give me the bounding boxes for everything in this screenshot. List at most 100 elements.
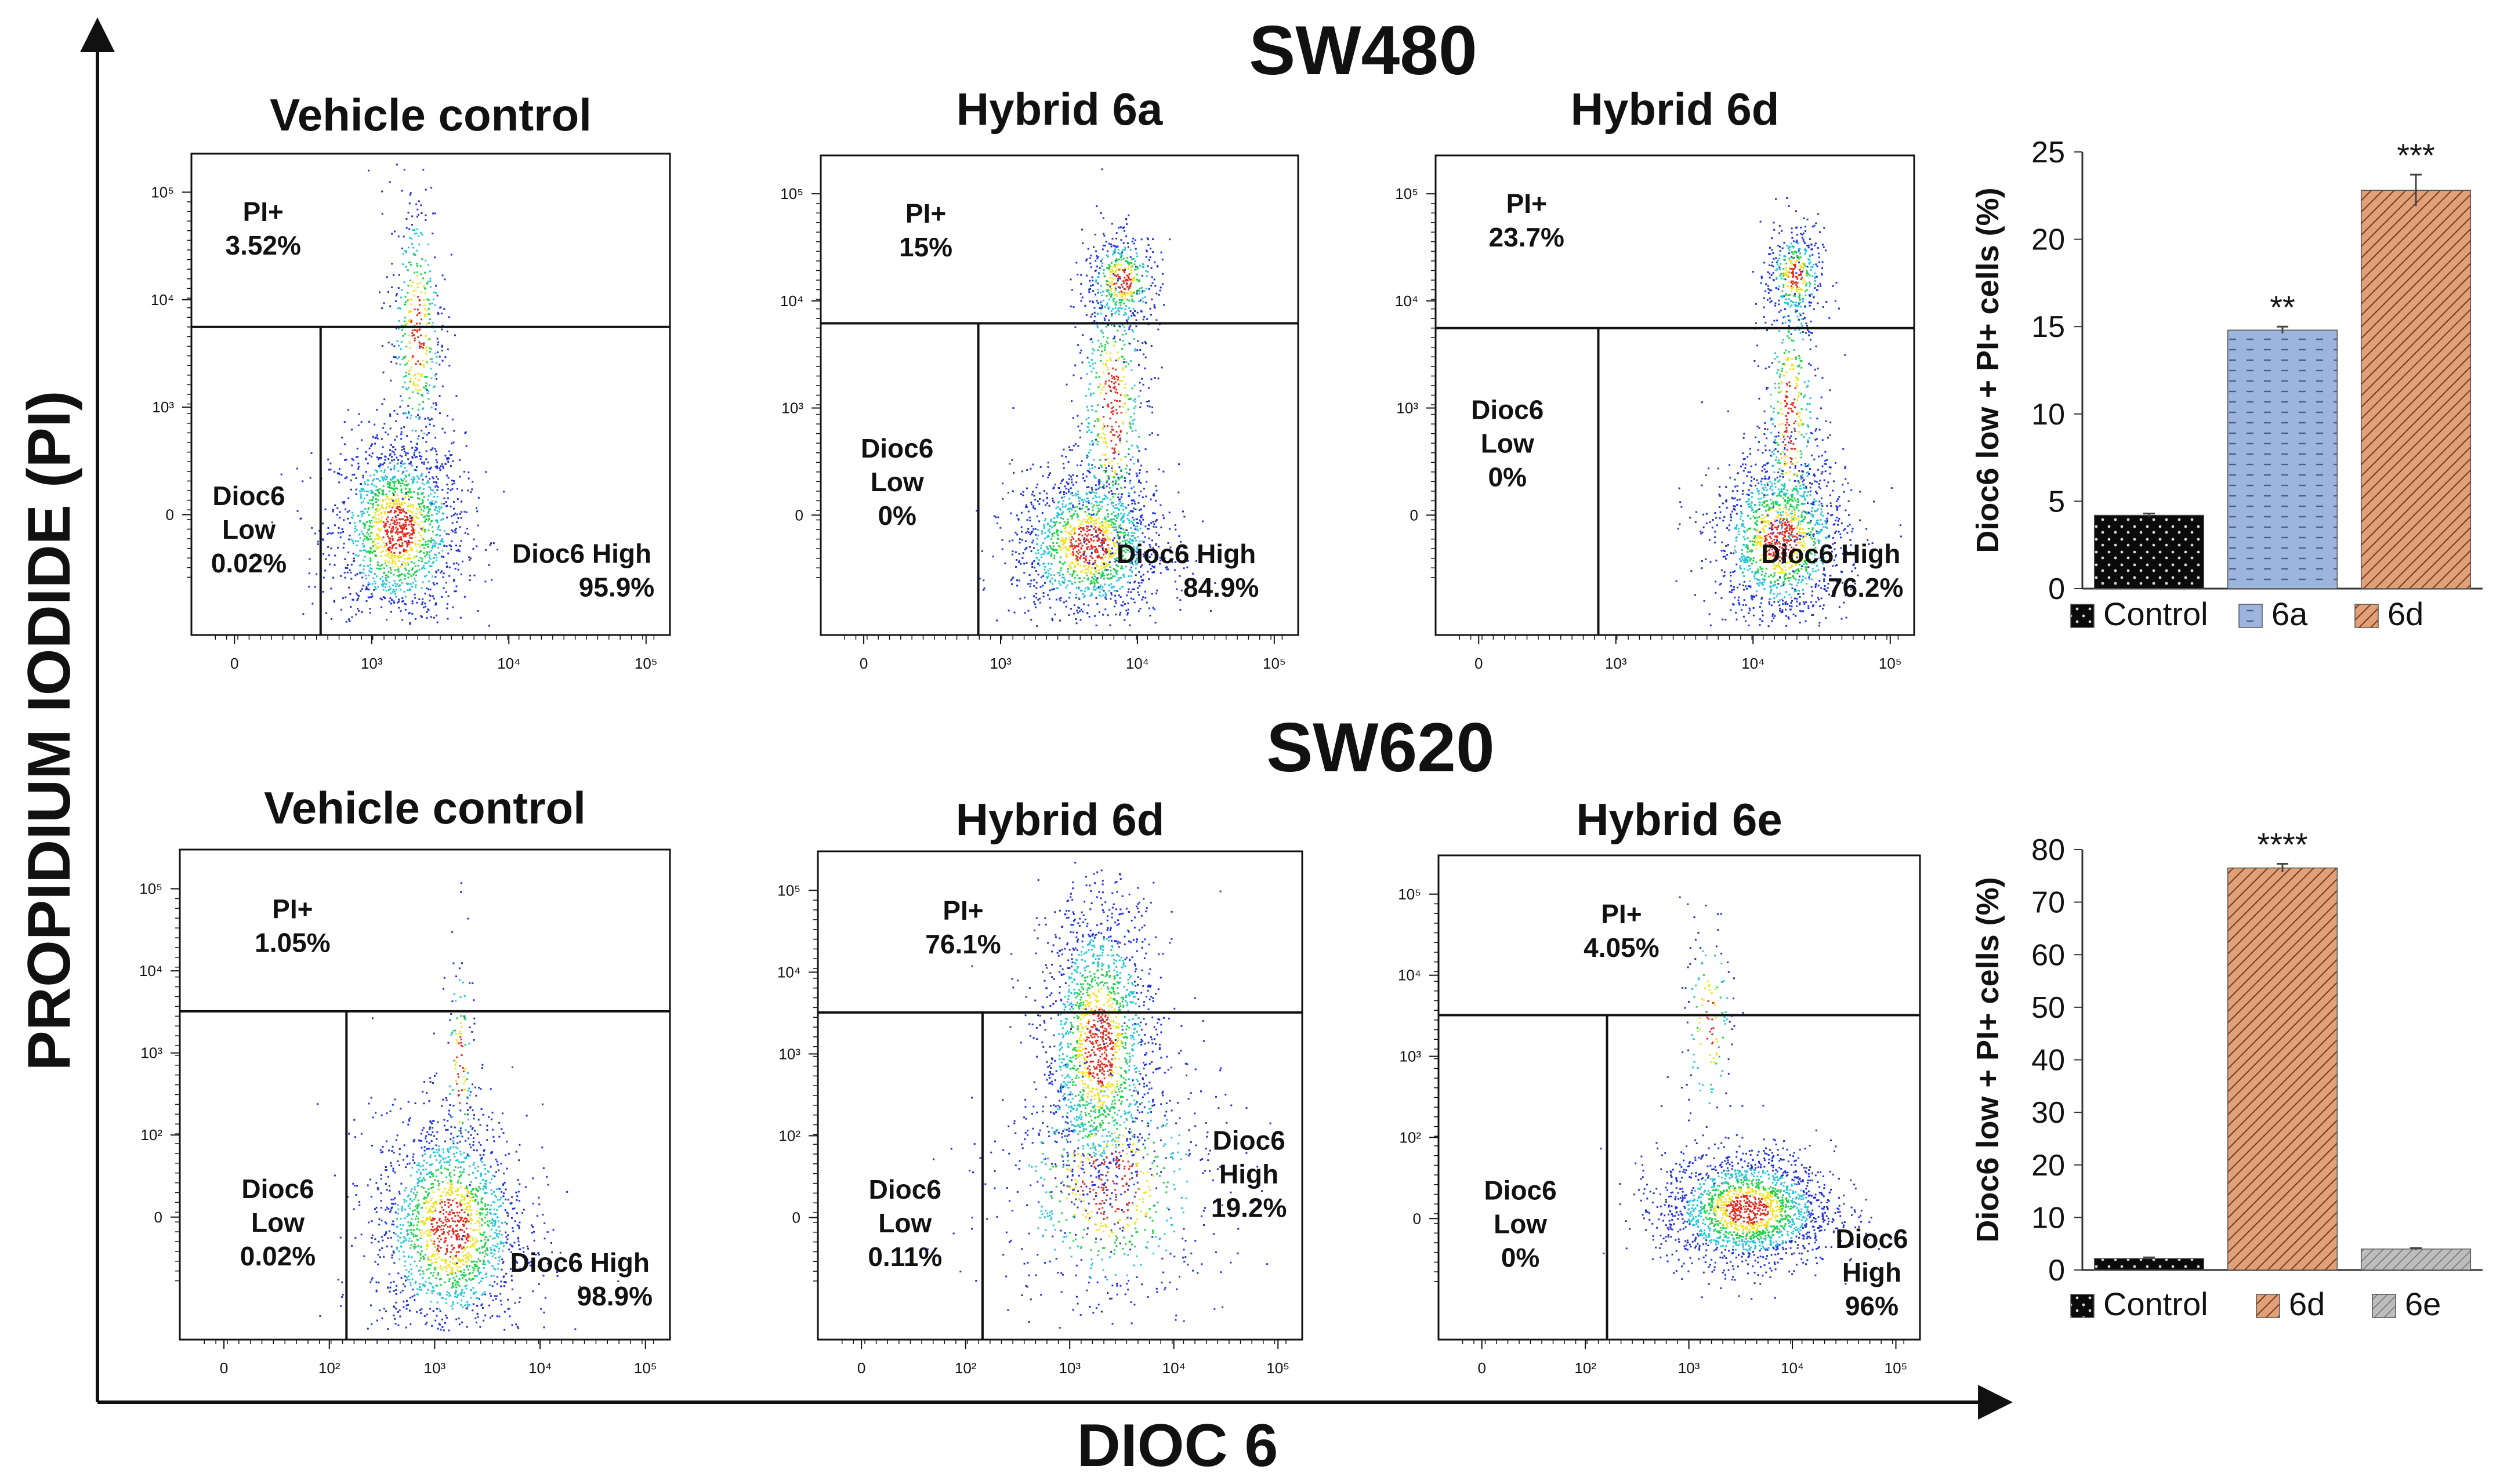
data-point <box>1123 270 1125 272</box>
data-point <box>1136 349 1139 351</box>
data-point <box>439 412 441 415</box>
data-point <box>1118 478 1120 481</box>
data-point <box>1150 314 1152 316</box>
data-point <box>1047 476 1049 478</box>
data-point <box>410 264 412 266</box>
data-point <box>1092 348 1094 350</box>
data-point <box>382 494 385 496</box>
data-point <box>1099 437 1100 439</box>
data-point <box>1100 307 1102 309</box>
data-point <box>407 320 410 322</box>
data-point <box>1154 261 1156 263</box>
data-point <box>426 322 428 325</box>
data-point <box>1134 350 1136 352</box>
data-point <box>379 480 381 482</box>
data-point <box>1114 515 1116 517</box>
data-point <box>391 599 393 601</box>
data-point <box>1102 534 1104 536</box>
data-point <box>411 447 414 449</box>
data-point <box>426 389 428 391</box>
data-point <box>1169 546 1172 549</box>
data-point <box>1195 560 1197 562</box>
data-point <box>1042 563 1045 565</box>
data-point <box>401 572 403 575</box>
data-point <box>378 465 380 467</box>
data-point <box>1133 532 1136 534</box>
data-point <box>1114 335 1116 338</box>
data-point <box>473 538 475 540</box>
data-point <box>436 571 437 574</box>
data-point <box>1035 570 1037 572</box>
data-point <box>1105 442 1107 445</box>
data-point <box>1105 241 1107 243</box>
data-point <box>397 507 399 510</box>
data-point <box>1068 536 1070 539</box>
data-point <box>436 355 438 358</box>
data-point <box>1122 293 1124 295</box>
data-point <box>445 501 447 503</box>
data-point <box>412 384 415 386</box>
data-point <box>1077 493 1079 495</box>
data-point <box>344 558 346 560</box>
data-point <box>1069 592 1071 594</box>
data-point <box>401 482 404 484</box>
data-point <box>349 620 351 622</box>
data-point <box>1071 400 1073 402</box>
data-point <box>1120 604 1122 607</box>
data-point <box>1174 524 1176 526</box>
quadrant-high-value: 84.9% <box>1183 572 1259 603</box>
data-point <box>1131 539 1133 542</box>
data-point <box>1119 430 1122 432</box>
data-point <box>1081 535 1084 537</box>
data-point <box>365 588 367 590</box>
data-point <box>1086 405 1088 408</box>
data-point <box>1085 559 1087 561</box>
data-point <box>419 311 421 314</box>
data-point <box>1028 574 1031 576</box>
data-point <box>1140 491 1142 492</box>
data-point <box>346 571 349 574</box>
data-point <box>392 499 394 502</box>
data-point <box>1105 595 1107 597</box>
data-point <box>1169 238 1171 241</box>
data-point <box>1080 608 1082 611</box>
data-point <box>1723 550 1726 553</box>
data-point <box>411 482 414 484</box>
data-point <box>1133 290 1135 292</box>
data-point <box>1072 573 1074 575</box>
data-point <box>401 531 403 534</box>
data-point <box>1106 536 1108 538</box>
data-point <box>1104 568 1107 571</box>
data-point <box>1079 523 1081 525</box>
data-point <box>1093 320 1096 322</box>
scatter-points <box>271 164 505 627</box>
data-point <box>1124 396 1126 398</box>
data-point <box>1108 319 1110 321</box>
data-point <box>1059 574 1061 576</box>
data-point <box>1147 265 1149 267</box>
data-point <box>343 500 346 503</box>
data-point <box>1077 516 1079 518</box>
data-point <box>422 528 424 530</box>
data-point <box>1756 570 1758 572</box>
data-point <box>382 550 384 552</box>
data-point <box>1077 465 1078 466</box>
data-point <box>1095 571 1097 574</box>
data-point <box>414 618 416 620</box>
data-point <box>1147 238 1149 241</box>
data-point <box>1108 268 1110 270</box>
data-point <box>389 415 392 417</box>
data-point <box>385 574 387 576</box>
data-point <box>1131 387 1133 390</box>
data-point <box>1107 289 1110 291</box>
data-point <box>396 164 398 166</box>
data-point <box>413 295 415 297</box>
data-point <box>1135 518 1137 520</box>
data-point <box>1134 537 1136 539</box>
data-point <box>1822 608 1824 609</box>
data-point <box>403 508 404 510</box>
data-point <box>421 346 423 348</box>
data-point <box>1107 550 1109 552</box>
data-point <box>1090 573 1093 575</box>
data-point <box>392 560 394 563</box>
